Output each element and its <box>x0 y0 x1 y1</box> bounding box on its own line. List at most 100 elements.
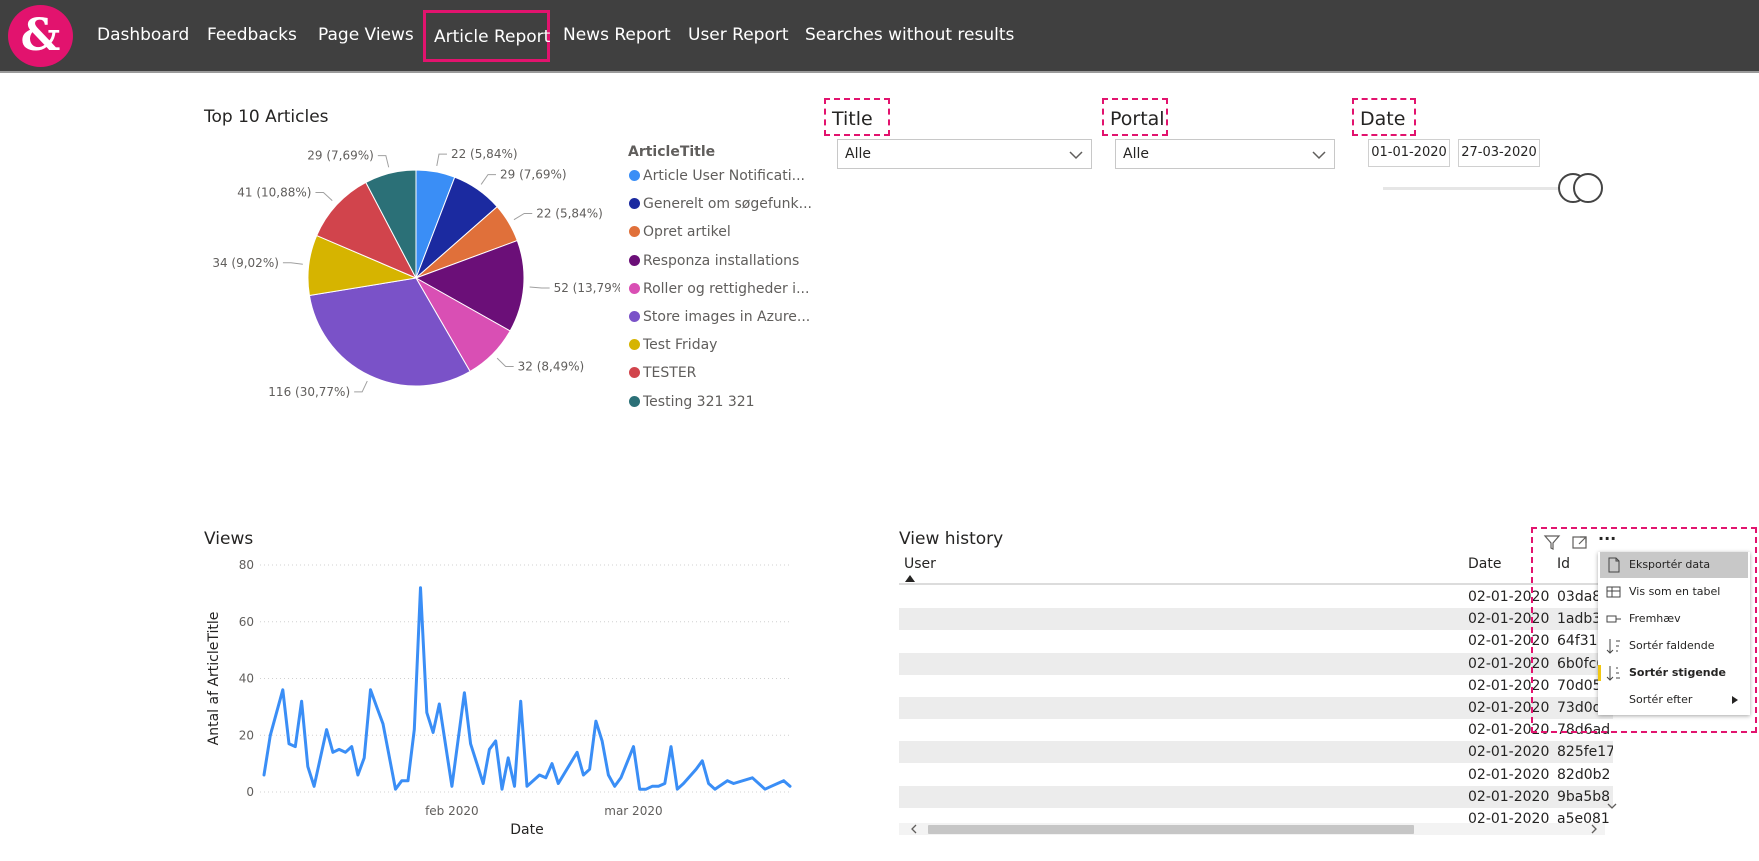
pie-slice[interactable] <box>365 169 417 279</box>
y-axis-title: Antal af ArticleTitle <box>206 612 222 746</box>
column-header-id[interactable]: Id <box>1557 556 1571 572</box>
nav-item-feedbacks[interactable]: Feedbacks <box>207 25 297 45</box>
nav-item-news-report[interactable]: News Report <box>563 25 671 45</box>
table-cell-date: 02-01-2020 <box>1468 633 1550 650</box>
nav-item-page-views[interactable]: Page Views <box>318 25 414 45</box>
x-tick-label: mar 2020 <box>604 804 662 818</box>
views-series-line[interactable] <box>262 586 792 791</box>
table-row[interactable]: 02-01-2020 6b0fc6 <box>899 652 1613 675</box>
legend-label: Generelt om søgefunk... <box>643 196 812 213</box>
legend-dot <box>629 198 640 210</box>
pie-slice[interactable] <box>414 239 525 332</box>
line-chart[interactable]: 0 20 40 60 80 feb 2020 mar 2020 Date Antal af Ar… <box>200 555 800 840</box>
pie-leader-line <box>354 380 368 393</box>
pie-slice[interactable] <box>316 181 418 280</box>
table-row[interactable]: 02-01-2020 78d6ad <box>899 719 1613 741</box>
table-row[interactable]: 02-01-2020 70d05 <box>899 675 1613 697</box>
menu-item-spotlight[interactable]: Fremhæv <box>1600 606 1748 632</box>
horizontal-scrollbar-thumb[interactable] <box>928 825 1414 834</box>
table-icon <box>1606 586 1621 598</box>
column-header-date[interactable]: Date <box>1468 556 1502 572</box>
chevron-down-icon <box>1312 151 1326 160</box>
table-cell-id: 73d0d <box>1557 700 1602 716</box>
legend-item[interactable]: Testing 321 321 <box>629 392 755 412</box>
legend-label: Opret artikel <box>643 224 731 241</box>
legend-label: Responza installations <box>643 252 800 269</box>
menu-item-sort-ascending[interactable]: Sortér stigende <box>1600 660 1748 686</box>
logo[interactable]: & <box>8 5 73 67</box>
date-range-handle-end[interactable] <box>1573 173 1603 203</box>
pie-data-label: 41 (10,88%) <box>237 186 311 200</box>
chevron-right-icon[interactable] <box>1589 824 1599 834</box>
pie-chart[interactable]: 22 (5,84%) 29 (7,69%) 22 (5,84%) 52 (13,79%… <box>200 130 620 420</box>
table-row[interactable]: 02-01-2020 9ba5b8 <box>899 785 1613 808</box>
legend-dot <box>629 339 640 351</box>
table-cell-date: 02-01-2020 <box>1468 722 1550 739</box>
x-axis-title: Date <box>510 822 543 838</box>
selection-marker <box>1598 665 1601 681</box>
legend-item[interactable]: Article User Notificati... <box>629 166 805 186</box>
submenu-arrow-icon <box>1732 696 1738 704</box>
chevron-left-icon[interactable] <box>909 824 919 834</box>
pie-leader-line <box>480 174 497 185</box>
table-row[interactable]: 02-01-2020 73d0d <box>899 697 1613 719</box>
menu-item-sort-by[interactable]: Sortér efter <box>1600 687 1748 713</box>
menu-item-show-as-table[interactable]: Vis som en tabel <box>1600 579 1748 605</box>
pie-slice[interactable] <box>308 277 471 387</box>
table-row[interactable]: 02-01-2020 82d0b2 <box>899 764 1613 786</box>
focus-mode-icon[interactable] <box>1571 533 1589 551</box>
date-range-track[interactable] <box>1383 187 1583 190</box>
nav-item-searches-without-results[interactable]: Searches without results <box>805 25 1015 45</box>
table-cell-date: 02-01-2020 <box>1468 655 1550 672</box>
menu-item-export-data[interactable]: Eksportér data <box>1600 552 1748 578</box>
filter-icon[interactable] <box>1543 533 1561 551</box>
table-row[interactable]: 02-01-2020 64f313 <box>899 630 1613 652</box>
menu-item-label: Eksportér data <box>1629 558 1711 571</box>
table-cell-user <box>904 719 1464 741</box>
table-cell-user <box>904 741 1464 763</box>
legend-title: ArticleTitle <box>628 144 716 160</box>
table-cell-id: 78d6ad <box>1557 722 1611 739</box>
table-cell-id: 70d05 <box>1557 677 1602 694</box>
menu-item-sort-descending[interactable]: Sortér faldende <box>1600 633 1748 659</box>
title-slicer-value: Alle <box>845 146 871 162</box>
menu-item-label: Fremhæv <box>1629 612 1681 625</box>
table-row[interactable]: 02-01-2020 825fe17 <box>899 741 1613 764</box>
menu-item-label: Vis som en tabel <box>1629 585 1721 598</box>
date-end-input[interactable]: 27-03-2020 <box>1458 139 1540 167</box>
more-options-icon[interactable]: ··· <box>1598 529 1617 548</box>
legend-item[interactable]: Responza installations <box>629 251 799 271</box>
legend-item[interactable]: Store images in Azure... <box>629 307 810 327</box>
legend-item[interactable]: Test Friday <box>629 335 717 355</box>
legend-label: Roller og rettigheder i... <box>643 280 810 297</box>
spotlight-icon <box>1606 615 1621 623</box>
table-row[interactable]: 02-01-2020 03da8 <box>899 586 1613 608</box>
y-tick-label: 40 <box>239 672 254 686</box>
legend-item[interactable]: Generelt om søgefunk... <box>629 194 812 214</box>
x-tick-label: feb 2020 <box>425 804 479 818</box>
legend-dot <box>629 311 640 322</box>
context-menu-highlight <box>1531 527 1757 733</box>
menu-item-label: Sortér faldende <box>1629 639 1715 652</box>
table-cell-id: 6b0fc6 <box>1557 655 1606 672</box>
legend-dot <box>629 254 640 266</box>
table-cell-date: 02-01-2020 <box>1468 677 1550 694</box>
legend-label: Testing 321 321 <box>643 393 755 410</box>
legend-item[interactable]: Roller og rettigheder i... <box>629 279 809 299</box>
date-start-input[interactable]: 01-01-2020 <box>1368 139 1450 167</box>
sort-descending-icon <box>1606 639 1620 654</box>
nav-item-article-report[interactable]: Article Report <box>423 10 550 62</box>
legend-label: Store images in Azure... <box>643 309 811 325</box>
sort-ascending-icon <box>1606 666 1620 681</box>
table-cell-user <box>904 630 1464 652</box>
column-header-user[interactable]: User <box>904 556 936 572</box>
portal-slicer-dropdown[interactable]: Alle <box>1115 139 1335 169</box>
table-cell-id: 1adb3 <box>1557 611 1602 628</box>
table-row[interactable]: 02-01-2020 1adb3 <box>899 608 1613 631</box>
nav-item-user-report[interactable]: User Report <box>688 25 789 45</box>
nav-item-dashboard[interactable]: Dashboard <box>97 25 190 45</box>
legend-item[interactable]: Opret artikel <box>629 222 731 242</box>
legend-item[interactable]: TESTER <box>629 363 696 383</box>
chevron-down-icon[interactable] <box>1606 800 1618 812</box>
title-slicer-dropdown[interactable]: Alle <box>837 139 1092 169</box>
